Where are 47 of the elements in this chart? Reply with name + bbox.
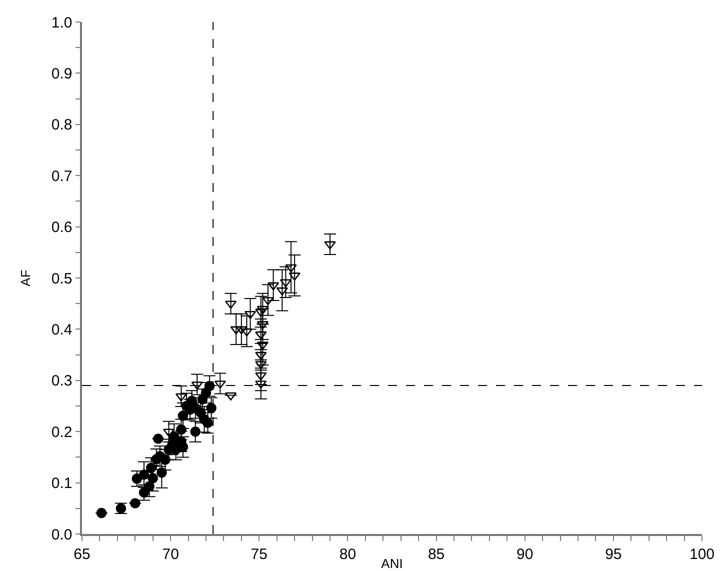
point bbox=[160, 454, 170, 465]
y-tick-label: 0.1 bbox=[51, 475, 72, 492]
x-tick-label: 90 bbox=[516, 546, 534, 563]
point bbox=[230, 326, 242, 334]
point bbox=[236, 326, 248, 334]
x-tick-label: 85 bbox=[428, 546, 445, 563]
point bbox=[146, 462, 156, 474]
point bbox=[255, 361, 267, 370]
y-tick-label: 0.2 bbox=[51, 424, 72, 441]
x-tick-label: 65 bbox=[74, 546, 90, 563]
y-tick-label: 0.0 bbox=[51, 526, 72, 544]
x-tick-label: 75 bbox=[250, 546, 268, 563]
point bbox=[148, 473, 158, 484]
point bbox=[202, 418, 213, 428]
point bbox=[156, 467, 167, 478]
point bbox=[255, 380, 267, 389]
point bbox=[255, 372, 267, 380]
point bbox=[285, 264, 297, 272]
point bbox=[255, 308, 267, 317]
y-tick-label: 1.0 bbox=[51, 14, 72, 32]
x-tick-label: 95 bbox=[605, 546, 622, 563]
y-tick-label: 0.5 bbox=[51, 270, 72, 288]
y-axis-title: AF bbox=[18, 270, 33, 286]
point bbox=[191, 382, 203, 390]
point bbox=[255, 352, 267, 360]
point bbox=[255, 331, 267, 340]
point bbox=[288, 272, 300, 281]
point bbox=[178, 410, 188, 421]
y-tick-label: 0.4 bbox=[51, 321, 72, 338]
point bbox=[138, 469, 150, 480]
point bbox=[262, 297, 274, 306]
point bbox=[96, 508, 107, 518]
y-tick-label: 0.9 bbox=[51, 65, 72, 82]
point bbox=[176, 424, 186, 435]
y-tick-label: 0.3 bbox=[51, 372, 72, 390]
point bbox=[190, 426, 201, 437]
point bbox=[144, 481, 154, 492]
x-tick-label: 70 bbox=[162, 546, 179, 563]
y-tick-label: 0.6 bbox=[51, 219, 72, 236]
y-tick-label: 0.8 bbox=[51, 116, 72, 134]
x-tick-label: 100 bbox=[689, 546, 715, 563]
point bbox=[130, 498, 140, 508]
x-axis-title: ANI bbox=[381, 556, 403, 571]
point bbox=[324, 241, 336, 250]
point bbox=[206, 402, 216, 414]
y-tick-label: 0.7 bbox=[51, 168, 72, 185]
x-tick-label: 80 bbox=[339, 546, 356, 563]
